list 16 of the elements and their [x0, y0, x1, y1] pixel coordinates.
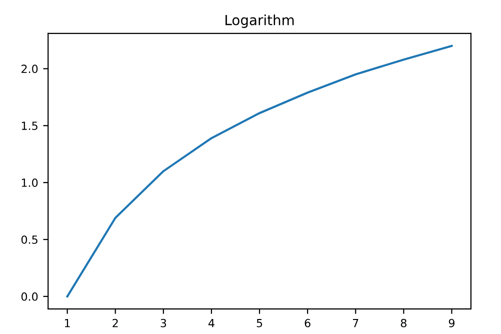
x-tick-label: 7 [352, 319, 358, 328]
x-tick-label: 9 [448, 318, 454, 328]
x-tick-label: 4 [208, 319, 214, 328]
chart-title: Logarithm [226, 14, 294, 28]
x-tick-label: 8 [400, 318, 406, 328]
x-tick-label: 1 [65, 319, 70, 328]
x-tick-label: 6 [304, 318, 310, 328]
y-tick-label: 1.5 [22, 122, 38, 130]
x-tick-label: 2 [112, 318, 118, 328]
y-tick-label: 0.0 [21, 292, 38, 301]
x-tick-label: 3 [160, 318, 166, 328]
y-tick-label: 2.0 [22, 64, 38, 74]
line-series [66, 44, 453, 298]
y-tick-label: 1.0 [22, 178, 38, 187]
x-tick-label: 5 [256, 319, 262, 328]
y-tick-label: 0.5 [21, 235, 38, 244]
